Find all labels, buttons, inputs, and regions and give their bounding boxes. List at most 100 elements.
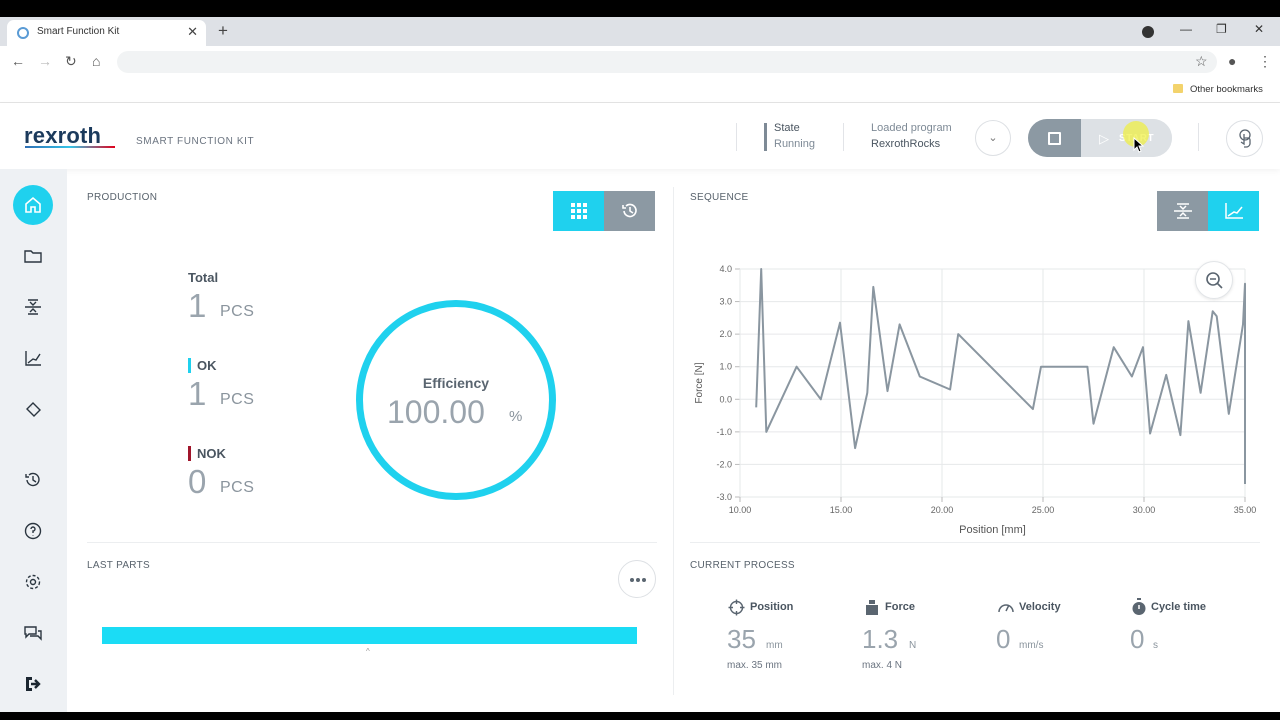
x-tick-label: 30.00 bbox=[1133, 505, 1156, 515]
browser-tab[interactable]: Smart Function Kit ✕ bbox=[7, 20, 206, 46]
sidebar-item-tags[interactable] bbox=[13, 389, 53, 429]
y-tick-label: 0.0 bbox=[719, 394, 732, 404]
ok-label: OK bbox=[197, 358, 217, 373]
chart-icon bbox=[25, 351, 41, 366]
speedometer-icon bbox=[998, 604, 1014, 613]
app-header: rexroth SMART FUNCTION KIT State Running… bbox=[0, 103, 1280, 169]
sidebar-item-sequence[interactable] bbox=[13, 287, 53, 327]
gear-icon bbox=[25, 574, 41, 590]
sidebar-item-logout[interactable] bbox=[13, 664, 53, 704]
program-value: RexrothRocks bbox=[871, 138, 941, 150]
weight-icon bbox=[866, 600, 878, 615]
cycle-time-value: 0 bbox=[1130, 624, 1145, 654]
minimize-icon[interactable]: — bbox=[1180, 22, 1192, 36]
current-process-title: CURRENT PROCESS bbox=[690, 560, 795, 571]
y-axis-label: Force [N] bbox=[694, 362, 705, 403]
tag-icon bbox=[26, 402, 41, 417]
rexroth-logo: rexroth bbox=[24, 123, 102, 148]
force-max: max. 4 N bbox=[862, 660, 903, 671]
position-value: 35 bbox=[727, 624, 756, 654]
total-value: 1 bbox=[188, 287, 207, 324]
close-window-icon[interactable]: ✕ bbox=[1254, 22, 1265, 36]
zoom-button[interactable] bbox=[1195, 261, 1233, 299]
messages-icon bbox=[24, 626, 42, 641]
profile-indicator-icon[interactable] bbox=[1142, 26, 1154, 38]
zoom-out-icon bbox=[1206, 272, 1223, 289]
back-icon[interactable]: ← bbox=[11, 53, 25, 69]
x-tick-label: 35.00 bbox=[1234, 505, 1257, 515]
browser-window: Smart Function Kit ✕ + — ❐ ✕ ← → ↻ ⌂ ☆ ●… bbox=[0, 17, 1280, 712]
stop-button[interactable] bbox=[1028, 119, 1081, 157]
position-max: max. 35 mm bbox=[727, 660, 783, 671]
velocity-label: Velocity bbox=[1019, 601, 1061, 613]
more-options-button[interactable] bbox=[618, 560, 656, 598]
sequence-icon bbox=[25, 299, 41, 315]
part-result-bar[interactable] bbox=[102, 627, 637, 644]
history-icon bbox=[25, 472, 40, 487]
ok-value: 1 bbox=[188, 375, 207, 412]
state-value: Running bbox=[774, 138, 815, 150]
touch-mode-button[interactable] bbox=[1226, 120, 1263, 157]
y-tick-label: 3.0 bbox=[719, 297, 732, 307]
y-tick-label: -2.0 bbox=[716, 459, 732, 469]
crosshair-icon bbox=[728, 599, 745, 616]
profile-icon[interactable]: ● bbox=[1228, 53, 1237, 69]
chevron-down-icon: ⌄ bbox=[988, 132, 998, 144]
reload-icon[interactable]: ↻ bbox=[65, 53, 77, 69]
position-label: Position bbox=[750, 601, 794, 613]
sidebar-item-history[interactable] bbox=[13, 460, 53, 500]
home-icon bbox=[25, 196, 41, 213]
help-icon bbox=[24, 522, 42, 540]
sidebar-item-settings[interactable] bbox=[13, 562, 53, 602]
chart-view-button[interactable] bbox=[1208, 191, 1259, 231]
sidebar-item-programs[interactable] bbox=[13, 236, 53, 276]
panel-divider bbox=[690, 542, 1260, 543]
sequence-view-button[interactable] bbox=[1157, 191, 1208, 231]
sequence-icon bbox=[1173, 203, 1192, 219]
efficiency-ring bbox=[356, 300, 556, 500]
bookmarks-bar: Other bookmarks bbox=[0, 78, 1280, 103]
grid-view-button[interactable] bbox=[553, 191, 604, 231]
new-tab-icon[interactable]: + bbox=[218, 21, 228, 40]
history-view-button[interactable] bbox=[604, 191, 655, 231]
menu-dots-icon[interactable]: ⋮ bbox=[1258, 53, 1272, 69]
sidebar bbox=[0, 169, 67, 712]
home-icon[interactable]: ⌂ bbox=[92, 53, 101, 69]
force-value: 1.3 bbox=[862, 624, 899, 654]
sidebar-item-help[interactable] bbox=[13, 511, 53, 551]
nok-label: NOK bbox=[197, 446, 226, 461]
x-axis-label: Position [mm] bbox=[959, 524, 1026, 536]
maximize-icon[interactable]: ❐ bbox=[1216, 22, 1227, 36]
y-tick-label: -3.0 bbox=[716, 492, 732, 502]
x-tick-label: 15.00 bbox=[830, 505, 853, 515]
mouse-cursor-icon bbox=[1133, 137, 1145, 153]
grid-icon bbox=[570, 203, 587, 219]
browser-toolbar: ← → ↻ ⌂ ☆ ● ⋮ bbox=[0, 46, 1280, 78]
x-tick-label: 20.00 bbox=[931, 505, 954, 515]
forward-icon[interactable]: → bbox=[38, 53, 52, 69]
other-bookmarks-link[interactable]: Other bookmarks bbox=[1190, 84, 1263, 95]
folder-icon bbox=[24, 250, 42, 263]
tab-title: Smart Function Kit bbox=[37, 26, 120, 37]
sidebar-item-messages[interactable] bbox=[13, 613, 53, 653]
logout-icon bbox=[26, 677, 41, 691]
production-title: PRODUCTION bbox=[87, 192, 158, 203]
efficiency-value: 100.00 bbox=[387, 394, 485, 430]
panel-divider bbox=[87, 542, 657, 543]
part-caret-icon: ^ bbox=[366, 647, 370, 656]
app-subtitle: SMART FUNCTION KIT bbox=[136, 136, 255, 147]
bookmark-star-icon[interactable]: ☆ bbox=[1195, 53, 1208, 69]
ok-marker bbox=[188, 358, 191, 373]
sidebar-item-chart[interactable] bbox=[13, 338, 53, 378]
program-dropdown-button[interactable]: ⌄ bbox=[975, 120, 1011, 156]
y-tick-label: -1.0 bbox=[716, 427, 732, 437]
state-indicator bbox=[764, 123, 767, 151]
sidebar-item-home[interactable] bbox=[13, 185, 53, 225]
header-divider bbox=[1198, 123, 1199, 151]
close-tab-icon[interactable]: ✕ bbox=[187, 24, 198, 39]
cycle-time-unit: s bbox=[1153, 640, 1158, 651]
address-bar[interactable] bbox=[117, 51, 1217, 73]
force-label: Force bbox=[885, 601, 915, 613]
force-position-chart: 4.0 3.0 2.0 1.0 0.0 -1.0 -2.0 -3.0 10.00 15.00 20.… bbox=[694, 264, 1257, 536]
total-label: Total bbox=[188, 270, 219, 285]
